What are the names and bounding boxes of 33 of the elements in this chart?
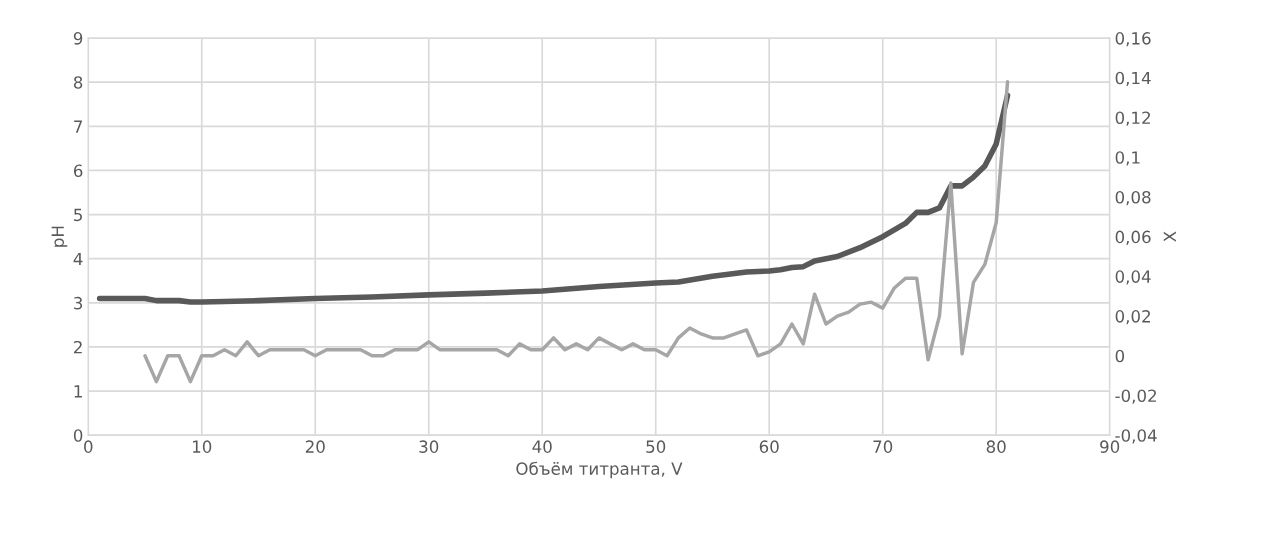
y-tick-label: 5	[74, 208, 82, 222]
y2-axis-title: X	[1163, 231, 1176, 242]
line-series	[143, 80, 1010, 384]
y-tick-label: 8	[73, 76, 83, 89]
y2-tick-label: 0,02	[1115, 310, 1150, 325]
y2-tick-label: 0,16	[1115, 32, 1151, 47]
y-tick-label: 6	[73, 164, 83, 178]
y2-tick-label: 0,14	[1115, 71, 1151, 87]
y2-tick-label: 0,08	[1115, 190, 1151, 206]
x-tick-label: 80	[986, 440, 1006, 453]
x-tick-label: 40	[532, 440, 552, 453]
y-tick-label: 9	[73, 32, 83, 45]
y-tick-label: 1	[74, 385, 82, 398]
y-tick-label: 4	[73, 252, 83, 266]
y2-tick-label: -0,02	[1115, 389, 1156, 404]
y2-tick-label: 0,12	[1115, 111, 1150, 126]
y2-tick-label: 0,06	[1115, 230, 1151, 245]
x-tick-label: 20	[305, 440, 325, 453]
x-tick-label: 70	[873, 440, 893, 453]
y2-tick-label: 0,1	[1115, 151, 1140, 166]
x-axis-title: Объём титранта, V	[516, 461, 683, 479]
y-tick-label: 7	[74, 120, 82, 133]
x-tick-label: 0	[84, 440, 93, 453]
y-tick-label: 3	[74, 296, 83, 310]
x-tick-label: 60	[759, 440, 779, 453]
y-tick-label: 0	[73, 429, 83, 442]
y-tick-label: 2	[74, 340, 82, 354]
x-tick-label: 10	[192, 440, 212, 453]
x-tick-label: 50	[646, 440, 666, 453]
y2-tick-label: 0	[1115, 349, 1125, 363]
y2-tick-label: 0,04	[1115, 270, 1151, 285]
x-tick-label: 30	[419, 440, 439, 453]
y-axis-title: pH	[51, 226, 68, 247]
